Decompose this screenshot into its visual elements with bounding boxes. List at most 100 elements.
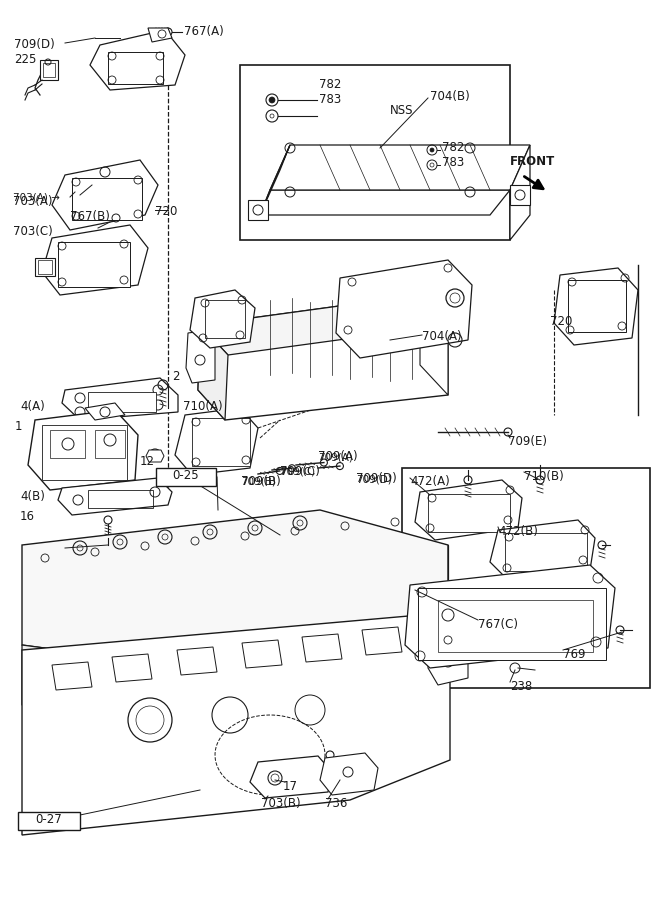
Bar (50, 430, 85, 458)
Text: 17: 17 (283, 780, 298, 793)
Polygon shape (22, 645, 320, 750)
Text: 703(C): 703(C) (13, 225, 53, 238)
Polygon shape (510, 185, 530, 205)
Text: 710(A): 710(A) (183, 400, 223, 413)
Bar (18, 812, 80, 830)
Text: 767(A): 767(A) (184, 25, 223, 38)
Text: 709(E): 709(E) (508, 435, 547, 448)
Text: 703(A) →: 703(A) → (13, 193, 60, 203)
Text: 709(A): 709(A) (318, 452, 353, 462)
Text: 225: 225 (14, 53, 37, 66)
Polygon shape (260, 190, 510, 215)
Text: 709(B): 709(B) (241, 475, 281, 488)
Bar (43, 63, 55, 77)
Text: 0-25: 0-25 (173, 469, 199, 482)
Bar (240, 65, 510, 240)
Polygon shape (198, 325, 228, 420)
Text: 703(B): 703(B) (261, 797, 301, 810)
Text: 767(B): 767(B) (70, 210, 110, 223)
Polygon shape (190, 290, 255, 348)
Text: 709(A): 709(A) (318, 450, 358, 463)
Bar (108, 52, 163, 84)
Text: 736: 736 (325, 797, 348, 810)
Text: 4(A): 4(A) (20, 400, 45, 413)
Polygon shape (42, 225, 148, 295)
Bar (568, 280, 626, 332)
Polygon shape (22, 615, 450, 835)
Polygon shape (90, 30, 185, 90)
Bar (192, 418, 250, 466)
Polygon shape (58, 478, 172, 515)
Bar (42, 425, 127, 480)
Bar (418, 588, 606, 660)
Bar (156, 468, 216, 486)
Text: 709(C): 709(C) (280, 467, 315, 477)
Bar (438, 600, 593, 652)
Text: 704(A): 704(A) (422, 330, 462, 343)
Polygon shape (175, 408, 258, 475)
Text: 709(C): 709(C) (280, 465, 320, 478)
Text: 782: 782 (442, 141, 464, 154)
Text: 0-27: 0-27 (35, 813, 63, 826)
Polygon shape (260, 145, 290, 215)
Text: 710(B): 710(B) (524, 470, 564, 483)
Text: 709(B): 709(B) (241, 477, 276, 487)
Polygon shape (242, 640, 282, 668)
Text: 2: 2 (172, 370, 179, 383)
Bar (88, 392, 156, 412)
Polygon shape (405, 565, 615, 668)
Polygon shape (148, 28, 172, 42)
Text: 709(D): 709(D) (14, 38, 55, 51)
Bar (38, 260, 52, 274)
Text: 783: 783 (442, 156, 464, 169)
Bar (95, 430, 125, 458)
Bar (58, 242, 130, 287)
Text: 12: 12 (140, 455, 155, 468)
Text: FRONT: FRONT (510, 155, 555, 168)
Circle shape (269, 97, 275, 103)
Bar (88, 490, 153, 508)
Polygon shape (85, 403, 125, 420)
Bar (72, 178, 142, 220)
Polygon shape (415, 480, 522, 540)
Text: 720: 720 (155, 205, 177, 218)
Polygon shape (198, 295, 448, 420)
Polygon shape (320, 753, 378, 795)
Text: 720: 720 (550, 315, 572, 328)
Polygon shape (420, 295, 448, 395)
Polygon shape (186, 330, 215, 383)
Text: 0-25: 0-25 (166, 475, 193, 488)
Polygon shape (250, 756, 332, 798)
Polygon shape (554, 268, 638, 345)
Polygon shape (177, 647, 217, 675)
Text: 709(D): 709(D) (356, 472, 397, 485)
Text: 769: 769 (563, 648, 586, 661)
Text: 703(A): 703(A) (13, 195, 53, 208)
Polygon shape (146, 450, 164, 462)
Circle shape (430, 148, 434, 152)
Text: NSS: NSS (390, 104, 414, 117)
Polygon shape (302, 634, 342, 662)
Bar (35, 258, 55, 276)
Polygon shape (362, 627, 402, 655)
Polygon shape (62, 378, 178, 420)
Polygon shape (52, 160, 158, 230)
Polygon shape (270, 145, 530, 190)
Text: 0-27: 0-27 (25, 820, 52, 833)
Bar (428, 494, 510, 532)
Polygon shape (22, 510, 448, 685)
Polygon shape (248, 200, 268, 220)
Bar (505, 533, 587, 571)
Polygon shape (200, 295, 448, 355)
Polygon shape (112, 654, 152, 682)
Bar (402, 468, 650, 688)
Text: 472(B): 472(B) (498, 525, 538, 538)
Polygon shape (336, 260, 472, 358)
Text: 238: 238 (510, 680, 532, 693)
Polygon shape (428, 632, 468, 685)
Text: 704(B): 704(B) (430, 90, 470, 103)
Text: 4(B): 4(B) (20, 490, 45, 503)
Polygon shape (490, 520, 595, 580)
Text: 472(A): 472(A) (410, 475, 450, 488)
Text: 709(D): 709(D) (356, 474, 392, 484)
